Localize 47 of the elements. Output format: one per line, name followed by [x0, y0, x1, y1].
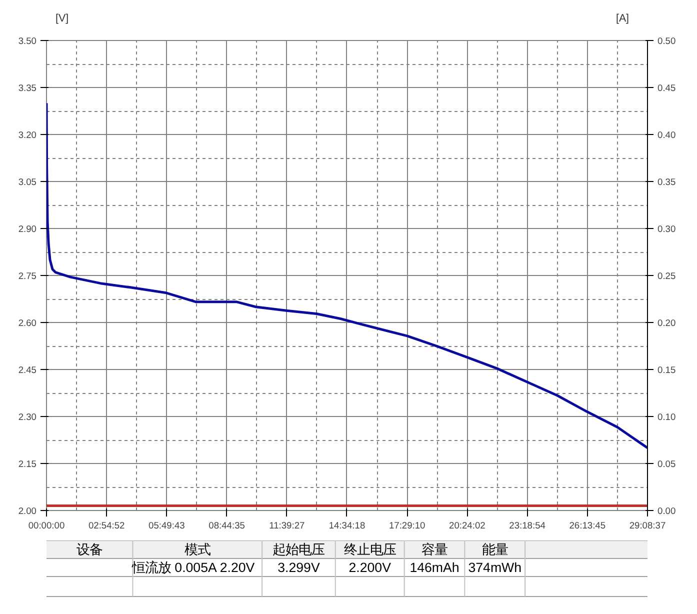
y-axis-title: [V] — [56, 12, 69, 24]
x-tick-label: 14:34:18 — [328, 520, 366, 530]
x-tick-label: 11:39:27 — [269, 520, 305, 530]
x-tick-label: 23:18:54 — [509, 520, 546, 530]
y2-tick-label: 0.05 — [658, 459, 676, 469]
text: 模式 — [184, 542, 210, 557]
text: 容量 — [422, 542, 448, 557]
text: 起始电压 — [272, 542, 325, 557]
y2-axis-title: [A] — [616, 12, 630, 24]
x-tick-label: 20:24:02 — [449, 520, 486, 530]
text: 终止电压 — [344, 542, 396, 557]
y-tick-label: 2.30 — [18, 412, 36, 422]
y2-tick-label: 0.35 — [658, 177, 676, 187]
x-tick-label: 17:29:10 — [388, 520, 426, 530]
y2-tick-label: 0.15 — [658, 365, 676, 375]
line-series — [46, 102, 648, 450]
text: 146mAh — [410, 560, 460, 575]
y-tick-label: 3.20 — [18, 130, 36, 140]
y2-tick-label: 0.25 — [658, 271, 676, 281]
text: 2.200V — [348, 560, 392, 575]
x-tick-label: 00:00:00 — [28, 520, 65, 530]
x-tick-label: 05:49:43 — [148, 520, 185, 530]
x-tick-label: 02:54:52 — [88, 520, 125, 530]
y-tick-label: 3.05 — [18, 177, 36, 187]
text: 设备 — [76, 542, 103, 557]
x-tick-label: 26:13:45 — [569, 520, 606, 530]
y-tick-label: 3.35 — [18, 83, 36, 93]
y2-tick-label: 0.30 — [658, 224, 676, 234]
x-tick-label: 08:44:35 — [208, 520, 245, 530]
text: 374mWh — [468, 560, 522, 575]
y-tick-label: 2.60 — [18, 318, 36, 328]
text: 3.299V — [278, 560, 320, 575]
y-tick-label: 2.45 — [18, 365, 36, 375]
y-tick-label: 3.50 — [18, 36, 36, 46]
y2-tick-label: 0.50 — [658, 36, 676, 46]
x-tick-label: 29:08:37 — [629, 520, 666, 530]
y2-tick-label: 0.20 — [658, 318, 676, 328]
y2-tick-label: 0.10 — [658, 412, 676, 422]
y2-tick-label: 0.00 — [658, 506, 676, 516]
y-tick-label: 2.75 — [18, 271, 36, 281]
y2-tick-label: 0.45 — [658, 83, 676, 93]
y-tick-label: 2.90 — [18, 224, 36, 234]
y-tick-label: 2.15 — [18, 459, 36, 469]
text: 能量 — [482, 542, 508, 557]
text: 恒流放 0.005A 2.20V — [130, 560, 255, 575]
y-tick-label: 2.00 — [18, 506, 36, 516]
y2-tick-label: 0.40 — [658, 130, 676, 140]
